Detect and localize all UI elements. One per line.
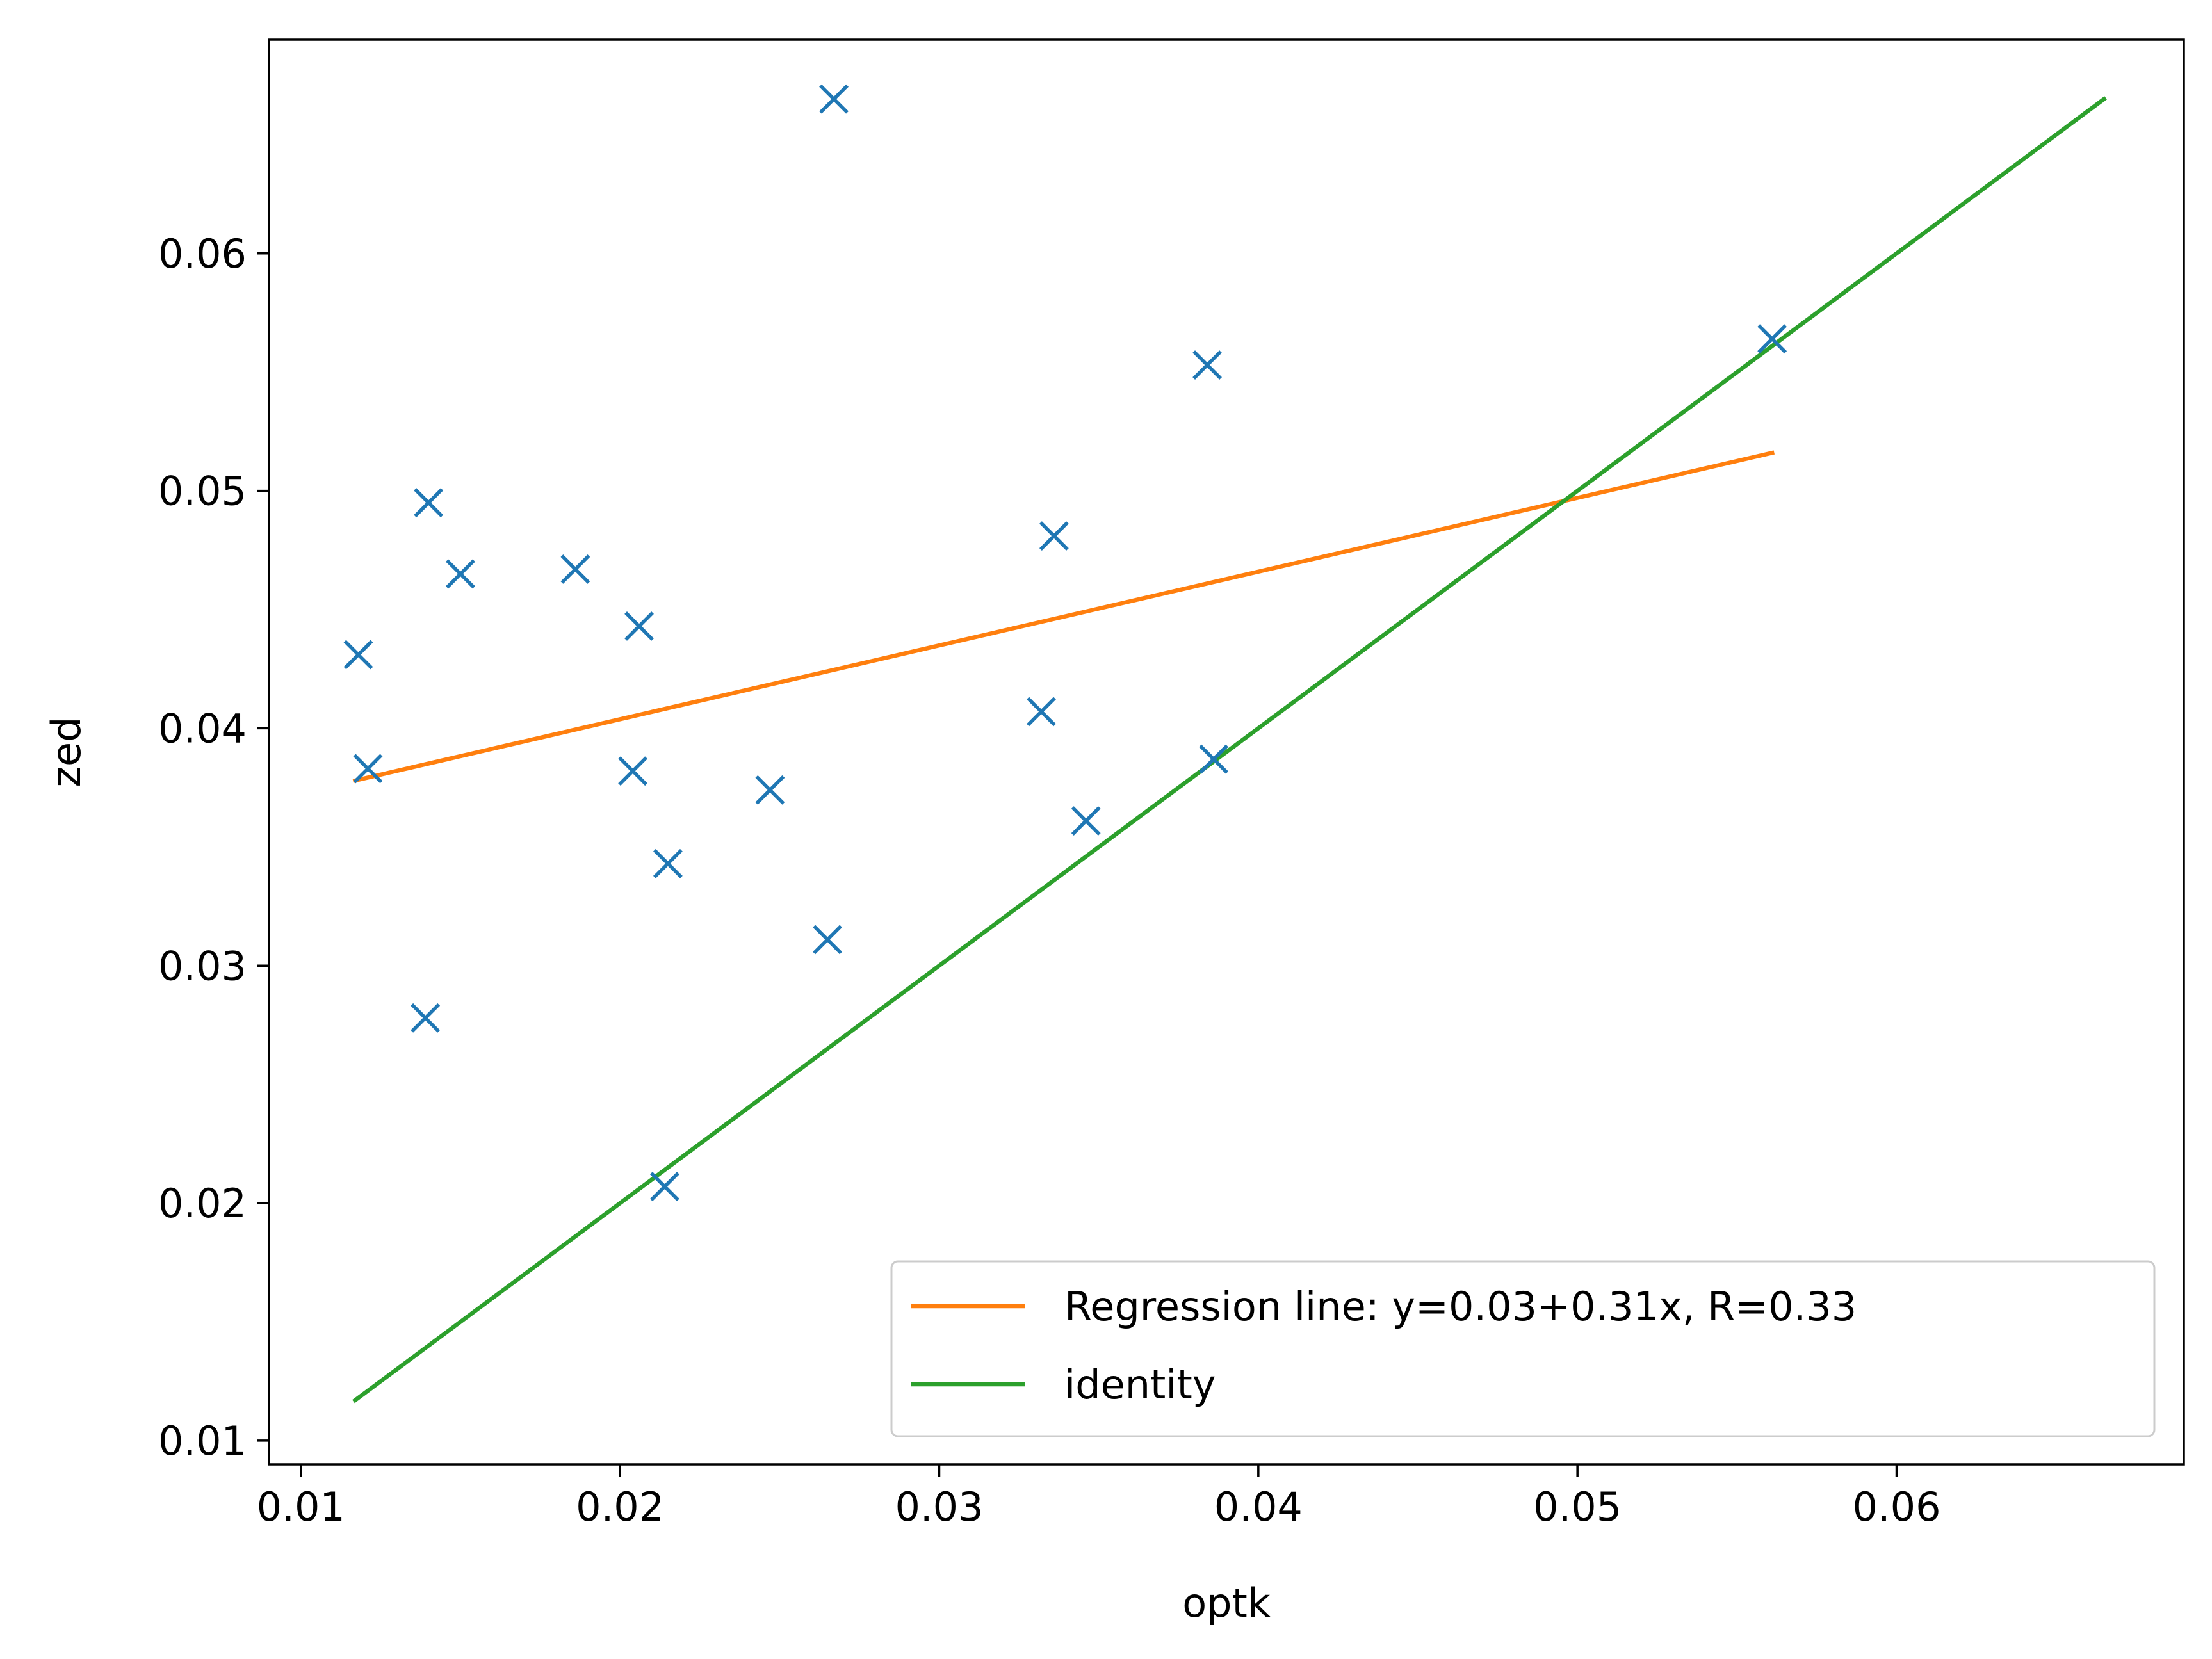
scatter-point-stroke [653, 848, 683, 878]
scatter-point [819, 84, 849, 114]
scatter-point-stroke [755, 775, 785, 805]
scatter-point-stroke [446, 559, 475, 589]
scatter-point [353, 754, 383, 784]
scatter-point-stroke [618, 756, 648, 786]
scatter-point [618, 756, 648, 786]
scatter-point [414, 488, 444, 518]
x-tick-label: 0.06 [1852, 1484, 1940, 1530]
scatter-point-stroke [819, 84, 849, 114]
scatter-point [624, 611, 655, 641]
scatter-point-stroke [343, 640, 373, 670]
y-tick-label: 0.02 [158, 1180, 247, 1227]
y-axis-label: zed [43, 716, 90, 787]
legend-item: identity [911, 1361, 1216, 1408]
x-tick-label: 0.01 [257, 1484, 345, 1530]
scatter-point [411, 1003, 441, 1033]
legend-label: Regression line: y=0.03+0.31x, R=0.33 [1064, 1283, 1857, 1330]
legend: Regression line: y=0.03+0.31x, R=0.33 ide… [890, 1260, 2156, 1437]
legend-item: Regression line: y=0.03+0.31x, R=0.33 [911, 1283, 1857, 1330]
y-axis: 0.01 0.02 0.03 0.04 0.05 0.06 [158, 231, 269, 1464]
scatter-point [649, 1172, 679, 1202]
x-tick-label: 0.04 [1214, 1484, 1303, 1530]
y-tick-label: 0.04 [158, 705, 247, 752]
scatter-point-stroke [1757, 324, 1787, 354]
x-axis-label: optk [1182, 1580, 1271, 1626]
scatter-point-stroke [1027, 697, 1056, 727]
scatter-point [1192, 350, 1223, 380]
scatter-point-stroke [1071, 806, 1101, 836]
scatter-point-stroke [1039, 521, 1069, 551]
scatter-point-stroke [411, 1003, 441, 1033]
x-axis: 0.01 0.02 0.03 0.04 0.05 0.06 [257, 1464, 1941, 1530]
scatter-point [755, 775, 785, 805]
x-tick-label: 0.05 [1533, 1484, 1622, 1530]
x-tick-label: 0.02 [576, 1484, 664, 1530]
scatter-point-stroke [1199, 744, 1229, 774]
scatter-point-stroke [649, 1172, 679, 1202]
y-tick-label: 0.06 [158, 231, 247, 277]
scatter-point [1071, 806, 1101, 836]
scatter-point [446, 559, 475, 589]
y-tick-label: 0.01 [158, 1418, 247, 1464]
legend-label: identity [1064, 1361, 1216, 1408]
scatter-point [1199, 744, 1229, 774]
scatter-point-stroke [414, 488, 444, 518]
scatter-point [1039, 521, 1069, 551]
scatter-point-stroke [813, 925, 843, 955]
scatter-point [1027, 697, 1056, 727]
scatter-point [1757, 324, 1787, 354]
scatter-point-stroke [1192, 350, 1223, 380]
scatter-point-stroke [560, 554, 590, 584]
legend-box [890, 1260, 2156, 1437]
scatter-point [653, 848, 683, 878]
identity-line [352, 96, 2107, 1404]
scatter-point-stroke [353, 754, 383, 784]
x-tick-label: 0.03 [895, 1484, 983, 1530]
scatter-point [560, 554, 590, 584]
scatter-point [343, 640, 373, 670]
plot-area [268, 38, 2185, 1466]
plot-frame [268, 38, 2185, 1466]
scatter-point [813, 925, 843, 955]
y-tick-label: 0.05 [158, 468, 247, 515]
y-tick-label: 0.03 [158, 943, 247, 989]
regression-line [352, 450, 1775, 783]
scatter-point-stroke [624, 611, 655, 641]
